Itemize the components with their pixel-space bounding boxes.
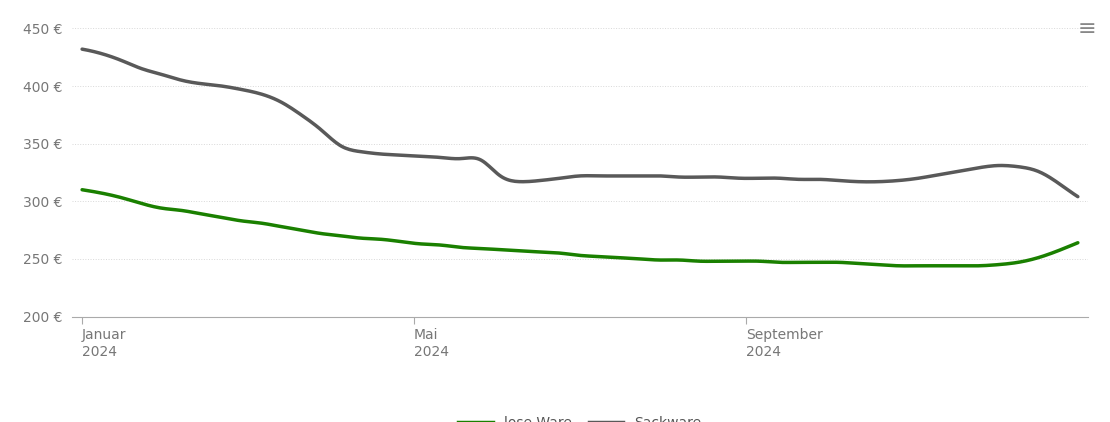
Legend: lose Ware, Sackware: lose Ware, Sackware [453,410,707,422]
Text: ≡: ≡ [1078,19,1097,39]
